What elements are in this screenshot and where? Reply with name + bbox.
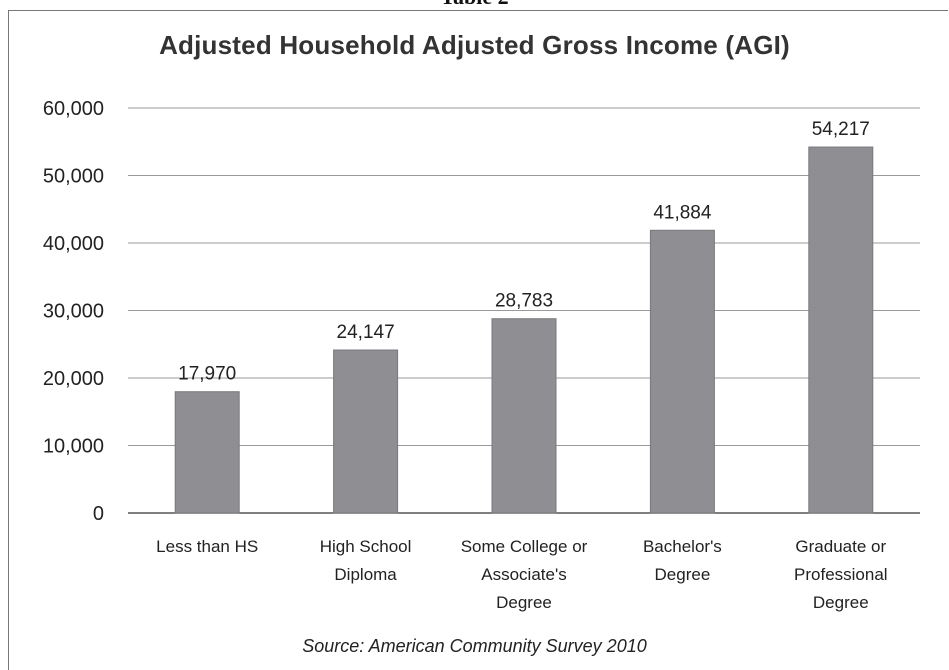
data-label: 24,147 [337,322,395,343]
y-tick-label: 60,000 [43,98,104,120]
x-tick-label-line: Bachelor's [643,537,722,556]
x-tick-label: Bachelor's Degree [643,537,722,584]
data-labels: 17,970 24,147 28,783 41,884 54,217 [178,119,870,385]
x-tick-label-line: Diploma [334,565,397,584]
bar [649,229,715,514]
data-label: 41,884 [653,202,712,223]
x-tick-label: High School Diploma [320,537,412,584]
data-label: 17,970 [178,364,236,385]
x-tick-label: Some College or Associate's Degree [461,537,588,612]
x-axis-ticks: Less than HS High School Diploma Some Colle… [156,537,887,612]
x-tick-label: Graduate or Professional Degree [794,537,888,612]
x-tick-label-line: Graduate or [795,537,886,556]
bars [174,146,874,514]
x-tick-label-line: Professional [794,565,888,584]
table-caption: Table 2 [0,0,949,10]
chart-frame [8,10,948,670]
y-tick-label: 50,000 [43,166,104,188]
chart-title: Adjusted Household Adjusted Gross Income… [159,30,790,60]
x-tick-label: Less than HS [156,537,258,556]
bar [808,146,874,514]
x-tick-label-line: High School [320,537,412,556]
y-tick-label: 30,000 [43,301,104,323]
bar [333,349,399,514]
bar [491,318,557,514]
x-tick-label-line: Some College or [461,537,588,556]
y-tick-label: 10,000 [43,436,104,458]
x-tick-label-line: Less than HS [156,537,258,556]
x-tick-label-line: Degree [655,565,711,584]
x-tick-label-line: Degree [496,593,552,612]
y-tick-label: 40,000 [43,233,104,255]
y-axis-ticks: 0 10,000 20,000 30,000 40,000 50,000 60,000 [43,98,104,525]
y-tick-label: 0 [93,503,104,525]
x-tick-label-line: Associate's [481,565,566,584]
y-tick-label: 20,000 [43,368,104,390]
data-label: 54,217 [812,119,870,140]
source-note: Source: American Community Survey 2010 [302,636,647,656]
data-label: 28,783 [495,291,553,312]
x-tick-label-line: Degree [813,593,869,612]
bar [174,391,240,514]
